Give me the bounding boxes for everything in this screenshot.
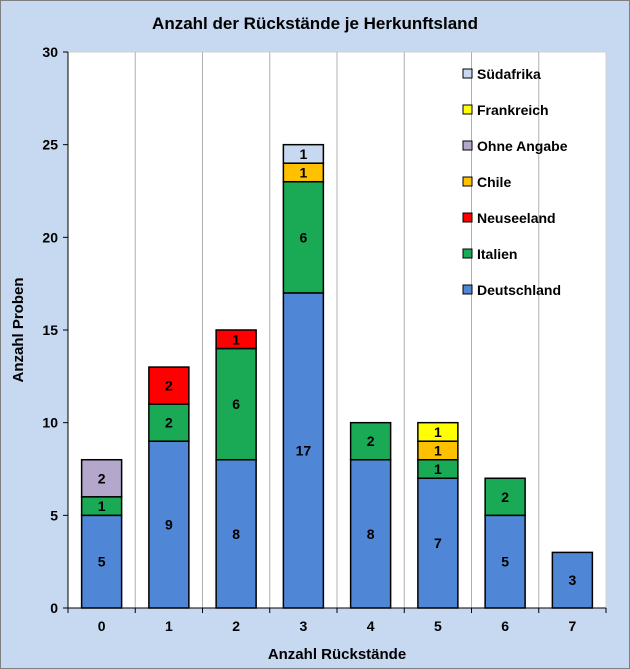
x-tick-label: 6 — [501, 618, 509, 634]
legend-swatch — [462, 68, 473, 79]
legend-label: Ohne Angabe — [477, 138, 568, 154]
data-label: 8 — [367, 526, 375, 542]
legend-label: Deutschland — [477, 282, 561, 298]
data-label: 6 — [299, 229, 307, 245]
bar-segment-deutschland — [80, 514, 123, 609]
bar-segment-ohne-angabe — [80, 458, 123, 498]
legend-swatch — [462, 212, 473, 223]
bar-segment-italien — [349, 421, 392, 461]
y-tick-label: 15 — [42, 322, 58, 338]
bar-segment-deutschland — [282, 292, 325, 609]
data-label: 2 — [501, 489, 509, 505]
bar-segment-italien — [215, 347, 257, 461]
bar-segment-frankreich — [417, 421, 459, 442]
data-label: 3 — [568, 572, 576, 588]
legend-label: Frankreich — [477, 102, 549, 118]
data-label: 1 — [434, 424, 442, 440]
data-label: 1 — [299, 164, 307, 180]
legend-swatch — [462, 284, 473, 295]
legend-swatch — [462, 176, 473, 187]
bar-segment-deutschland — [551, 551, 594, 609]
data-label: 1 — [232, 331, 240, 347]
x-axis-title: Anzahl Rückstände — [268, 646, 406, 663]
legend-swatch — [462, 248, 473, 259]
bar-segment-deutschland — [417, 477, 459, 609]
data-label: 2 — [367, 433, 375, 449]
legend-swatch — [462, 104, 473, 115]
data-label: 2 — [98, 470, 106, 486]
bar-segment-neuseeland — [215, 329, 257, 350]
legend-label: Chile — [477, 174, 511, 190]
chart-title: Anzahl der Rückstände je Herkunftsland — [152, 14, 478, 33]
y-tick-label: 5 — [50, 507, 58, 523]
data-label: 2 — [165, 415, 173, 431]
data-label: 8 — [232, 526, 240, 542]
data-label: 1 — [434, 442, 442, 458]
legend-label: Italien — [477, 246, 517, 262]
legend-swatch — [462, 140, 473, 151]
legend-label: Neuseeland — [477, 210, 556, 226]
x-tick-label: 0 — [98, 618, 106, 634]
bar-segment-italien — [148, 403, 190, 442]
data-label: 2 — [165, 378, 173, 394]
x-tick-label: 3 — [299, 618, 307, 634]
data-label: 6 — [232, 396, 240, 412]
bars: 5 1 2 9 2 2 8 6 1 17 6 1 1 8 2 7 1 1 1 5 2 3 — [80, 143, 594, 609]
data-label: 1 — [98, 498, 106, 514]
bar-segment-südafrika — [282, 143, 325, 164]
bar-segment-italien — [484, 477, 526, 517]
x-tick-label: 5 — [434, 618, 442, 634]
bar-segment-neuseeland — [148, 366, 190, 405]
y-tick-label: 10 — [42, 415, 58, 431]
x-tick-label: 2 — [232, 618, 240, 634]
bar-segment-deutschland — [215, 458, 257, 609]
x-tick-label: 1 — [165, 618, 173, 634]
y-axis-title: Anzahl Proben — [10, 277, 27, 382]
legend: Südafrika Frankreich Ohne Angabe Chile Neuse… — [462, 66, 568, 298]
bar-segment-deutschland — [349, 458, 392, 609]
data-label: 17 — [296, 442, 312, 458]
x-tick-label: 7 — [568, 618, 576, 634]
x-tick-label: 4 — [367, 618, 375, 634]
data-label: 5 — [98, 554, 106, 570]
bar-segment-deutschland — [148, 440, 190, 609]
legend-label: Südafrika — [477, 66, 541, 82]
data-label: 5 — [501, 554, 509, 570]
data-label: 7 — [434, 535, 442, 551]
data-label: 9 — [165, 517, 173, 533]
y-tick-label: 25 — [42, 137, 58, 153]
y-tick-label: 0 — [50, 600, 58, 616]
y-tick-label: 30 — [42, 44, 58, 60]
data-label: 1 — [434, 461, 442, 477]
data-label: 1 — [299, 146, 307, 162]
y-tick-label: 20 — [42, 229, 58, 245]
